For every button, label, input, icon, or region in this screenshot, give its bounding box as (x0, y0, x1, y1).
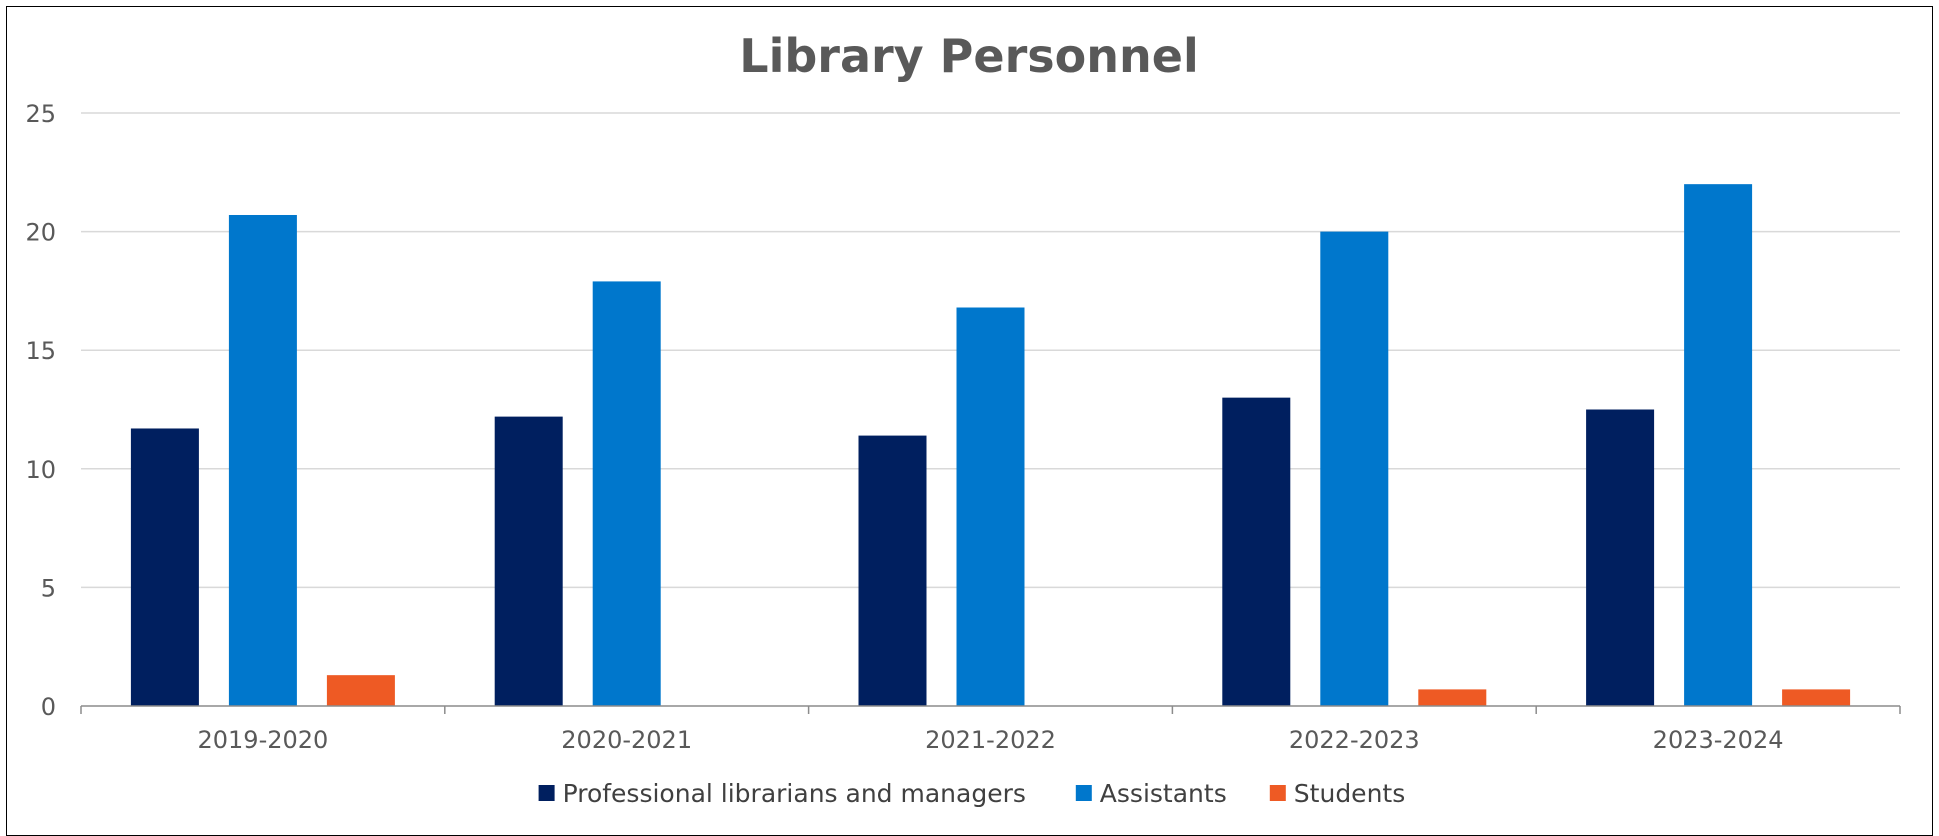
y-tick-label: 5 (41, 574, 56, 602)
bar-assistants-2021-2022 (956, 307, 1025, 706)
legend-swatch (1269, 785, 1286, 801)
bars (130, 184, 1851, 706)
y-axis: 0 5 10 15 20 25 (25, 100, 56, 721)
x-tick-label: 2019-2020 (197, 726, 328, 754)
legend-swatch (538, 785, 555, 801)
x-tick-label: 2023-2024 (1653, 726, 1784, 754)
x-axis: 2019-2020 2020-2021 2021-2022 2022-2023 2023… (80, 705, 1901, 754)
legend-label: Students (1294, 779, 1405, 808)
bar-assistants-2023-2024 (1684, 184, 1753, 706)
bar-professional-2019-2020 (130, 428, 199, 706)
bar-assistants-2022-2023 (1320, 231, 1389, 706)
x-tick-label: 2022-2023 (1289, 726, 1420, 754)
y-tick-label: 0 (41, 693, 56, 721)
chart-title: Library Personnel (739, 29, 1198, 83)
bar-assistants-2020-2021 (592, 281, 661, 706)
bar-professional-2023-2024 (1586, 409, 1655, 706)
legend: Professional librarians and managers Assi… (538, 779, 1405, 808)
x-tick-label: 2020-2021 (561, 726, 692, 754)
y-tick-label: 15 (25, 337, 56, 365)
bar-students-2022-2023 (1418, 689, 1487, 706)
bar-professional-2021-2022 (858, 435, 927, 706)
y-tick-label: 20 (25, 219, 56, 247)
bar-professional-2022-2023 (1222, 397, 1291, 706)
legend-label: Professional librarians and managers (563, 779, 1026, 808)
x-tick-label: 2021-2022 (925, 726, 1056, 754)
y-tick-label: 10 (25, 456, 56, 484)
bar-professional-2020-2021 (494, 416, 563, 706)
legend-label: Assistants (1100, 779, 1227, 808)
bar-assistants-2019-2020 (228, 214, 297, 706)
bar-students-2019-2020 (326, 675, 395, 706)
bar-students-2023-2024 (1782, 689, 1851, 706)
legend-swatch (1075, 785, 1092, 801)
y-tick-label: 25 (25, 100, 56, 128)
